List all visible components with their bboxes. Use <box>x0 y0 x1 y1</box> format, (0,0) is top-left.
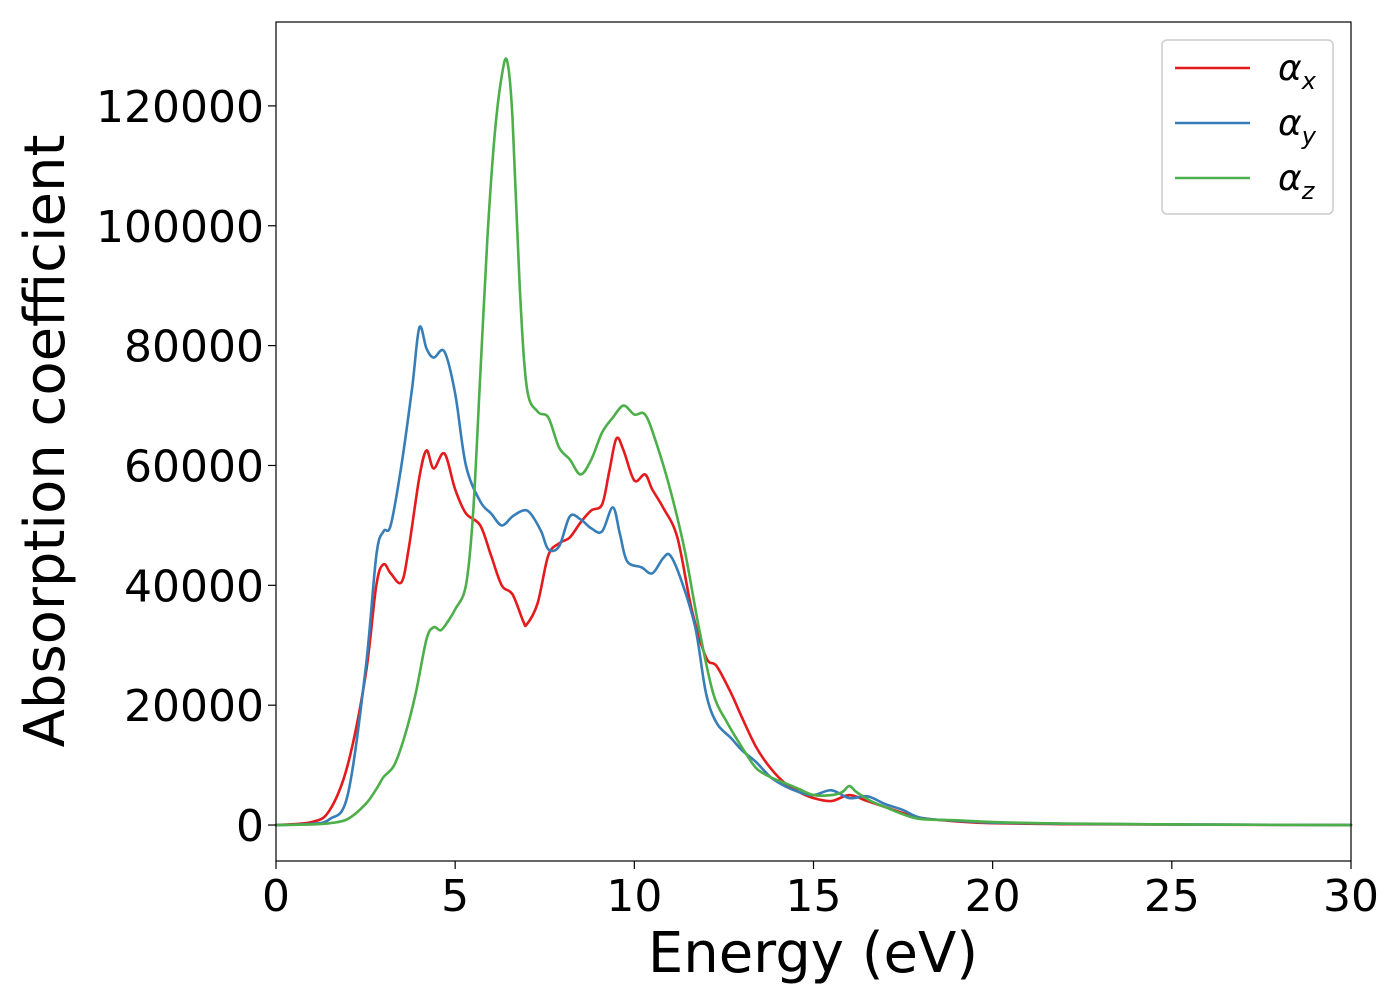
legend-label-base: α <box>1278 158 1302 199</box>
legend-label-subscript: y <box>1301 122 1317 150</box>
y-tick-label: 40000 <box>124 561 264 612</box>
x-tick-label: 25 <box>1144 871 1200 922</box>
x-tick-label: 30 <box>1323 871 1379 922</box>
x-tick-label: 0 <box>262 871 290 922</box>
y-tick-label: 0 <box>236 801 264 852</box>
x-tick-label: 10 <box>606 871 662 922</box>
legend-label-z: αz <box>1278 158 1316 205</box>
x-axis-title: Energy (eV) <box>648 921 978 986</box>
series-line-z <box>274 57 1353 827</box>
legend-label-subscript: x <box>1301 67 1317 95</box>
x-axis: 0 5 10 15 20 25 30 <box>262 861 1379 922</box>
x-tick-label: 15 <box>786 871 842 922</box>
legend-label-x: αx <box>1278 48 1317 95</box>
y-axis: 0 20000 40000 60000 80000 100000 120000 <box>96 82 276 852</box>
y-tick-label: 80000 <box>124 322 264 373</box>
legend-label-base: α <box>1278 103 1302 144</box>
legend-label-y: αy <box>1278 103 1317 150</box>
x-tick-label: 20 <box>965 871 1021 922</box>
y-tick-label: 20000 <box>124 681 264 732</box>
y-tick-label: 100000 <box>96 202 264 253</box>
y-tick-label: 120000 <box>96 82 264 133</box>
series-line-x <box>274 436 1353 827</box>
x-tick-label: 5 <box>441 871 469 922</box>
y-axis-title: Absorption coefficient <box>13 135 78 748</box>
legend-label-subscript: z <box>1301 177 1316 205</box>
legend-label-base: α <box>1278 48 1302 89</box>
legend-frame <box>1161 39 1334 215</box>
series-layer <box>274 57 1353 827</box>
y-tick-label: 60000 <box>124 441 264 492</box>
series-line-y <box>274 325 1353 827</box>
